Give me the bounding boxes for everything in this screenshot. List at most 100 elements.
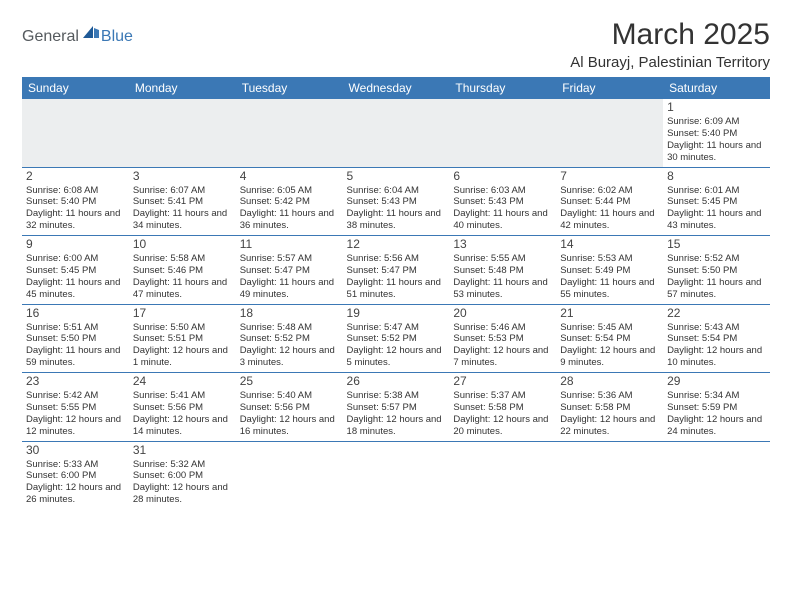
day-number: 28 (560, 374, 659, 389)
calendar-cell (129, 99, 236, 167)
calendar-cell: 14Sunrise: 5:53 AMSunset: 5:49 PMDayligh… (556, 236, 663, 305)
calendar-cell (663, 441, 770, 509)
brand-text-general: General (22, 28, 79, 46)
sunrise-text: Sunrise: 6:01 AM (667, 185, 766, 197)
sunrise-text: Sunrise: 6:04 AM (347, 185, 446, 197)
daylight-text: Daylight: 11 hours and 47 minutes. (133, 277, 232, 301)
calendar-cell: 21Sunrise: 5:45 AMSunset: 5:54 PMDayligh… (556, 304, 663, 373)
sunset-text: Sunset: 5:44 PM (560, 196, 659, 208)
calendar-cell: 4Sunrise: 6:05 AMSunset: 5:42 PMDaylight… (236, 167, 343, 236)
calendar-row: 16Sunrise: 5:51 AMSunset: 5:50 PMDayligh… (22, 304, 770, 373)
sunset-text: Sunset: 5:47 PM (240, 265, 339, 277)
calendar-cell: 17Sunrise: 5:50 AMSunset: 5:51 PMDayligh… (129, 304, 236, 373)
sunrise-text: Sunrise: 6:09 AM (667, 116, 766, 128)
sunset-text: Sunset: 5:52 PM (347, 333, 446, 345)
sunrise-text: Sunrise: 5:52 AM (667, 253, 766, 265)
daylight-text: Daylight: 11 hours and 40 minutes. (453, 208, 552, 232)
location-subtitle: Al Burayj, Palestinian Territory (570, 54, 770, 71)
calendar-cell: 25Sunrise: 5:40 AMSunset: 5:56 PMDayligh… (236, 373, 343, 442)
brand-sail-icon (83, 24, 99, 43)
daylight-text: Daylight: 12 hours and 24 minutes. (667, 414, 766, 438)
calendar-table: Sunday Monday Tuesday Wednesday Thursday… (22, 77, 770, 509)
sunrise-text: Sunrise: 5:46 AM (453, 322, 552, 334)
sunset-text: Sunset: 5:50 PM (26, 333, 125, 345)
sunrise-text: Sunrise: 5:41 AM (133, 390, 232, 402)
title-block: March 2025 Al Burayj, Palestinian Territ… (570, 18, 770, 71)
calendar-cell (556, 441, 663, 509)
weekday-header: Tuesday (236, 77, 343, 99)
daylight-text: Daylight: 11 hours and 34 minutes. (133, 208, 232, 232)
brand-logo: General Blue (22, 18, 133, 49)
calendar-cell: 5Sunrise: 6:04 AMSunset: 5:43 PMDaylight… (343, 167, 450, 236)
day-number: 19 (347, 306, 446, 321)
sunrise-text: Sunrise: 5:37 AM (453, 390, 552, 402)
daylight-text: Daylight: 11 hours and 45 minutes. (26, 277, 125, 301)
sunset-text: Sunset: 5:53 PM (453, 333, 552, 345)
day-number: 4 (240, 169, 339, 184)
day-number: 20 (453, 306, 552, 321)
sunrise-text: Sunrise: 5:57 AM (240, 253, 339, 265)
daylight-text: Daylight: 11 hours and 51 minutes. (347, 277, 446, 301)
sunrise-text: Sunrise: 5:33 AM (26, 459, 125, 471)
calendar-cell: 27Sunrise: 5:37 AMSunset: 5:58 PMDayligh… (449, 373, 556, 442)
calendar-cell: 1Sunrise: 6:09 AMSunset: 5:40 PMDaylight… (663, 99, 770, 167)
daylight-text: Daylight: 12 hours and 12 minutes. (26, 414, 125, 438)
day-number: 17 (133, 306, 232, 321)
calendar-row: 2Sunrise: 6:08 AMSunset: 5:40 PMDaylight… (22, 167, 770, 236)
sunset-text: Sunset: 5:46 PM (133, 265, 232, 277)
calendar-cell: 6Sunrise: 6:03 AMSunset: 5:43 PMDaylight… (449, 167, 556, 236)
calendar-cell (236, 441, 343, 509)
calendar-cell (236, 99, 343, 167)
sunrise-text: Sunrise: 5:40 AM (240, 390, 339, 402)
calendar-row: 23Sunrise: 5:42 AMSunset: 5:55 PMDayligh… (22, 373, 770, 442)
brand-text-blue: Blue (101, 28, 133, 46)
sunset-text: Sunset: 5:50 PM (667, 265, 766, 277)
sunset-text: Sunset: 5:41 PM (133, 196, 232, 208)
daylight-text: Daylight: 11 hours and 43 minutes. (667, 208, 766, 232)
daylight-text: Daylight: 11 hours and 49 minutes. (240, 277, 339, 301)
sunset-text: Sunset: 6:00 PM (133, 470, 232, 482)
sunrise-text: Sunrise: 6:05 AM (240, 185, 339, 197)
sunrise-text: Sunrise: 5:53 AM (560, 253, 659, 265)
daylight-text: Daylight: 11 hours and 30 minutes. (667, 140, 766, 164)
daylight-text: Daylight: 11 hours and 32 minutes. (26, 208, 125, 232)
day-number: 1 (667, 100, 766, 115)
calendar-cell: 19Sunrise: 5:47 AMSunset: 5:52 PMDayligh… (343, 304, 450, 373)
day-number: 11 (240, 237, 339, 252)
calendar-cell: 23Sunrise: 5:42 AMSunset: 5:55 PMDayligh… (22, 373, 129, 442)
sunset-text: Sunset: 5:40 PM (667, 128, 766, 140)
calendar-cell: 29Sunrise: 5:34 AMSunset: 5:59 PMDayligh… (663, 373, 770, 442)
sunset-text: Sunset: 5:59 PM (667, 402, 766, 414)
daylight-text: Daylight: 12 hours and 16 minutes. (240, 414, 339, 438)
calendar-cell: 28Sunrise: 5:36 AMSunset: 5:58 PMDayligh… (556, 373, 663, 442)
sunrise-text: Sunrise: 6:03 AM (453, 185, 552, 197)
daylight-text: Daylight: 11 hours and 42 minutes. (560, 208, 659, 232)
calendar-cell (449, 441, 556, 509)
sunrise-text: Sunrise: 5:43 AM (667, 322, 766, 334)
day-number: 13 (453, 237, 552, 252)
sunset-text: Sunset: 5:58 PM (453, 402, 552, 414)
sunrise-text: Sunrise: 5:38 AM (347, 390, 446, 402)
day-number: 31 (133, 443, 232, 458)
sunset-text: Sunset: 5:48 PM (453, 265, 552, 277)
sunset-text: Sunset: 5:43 PM (453, 196, 552, 208)
day-number: 26 (347, 374, 446, 389)
calendar-cell: 16Sunrise: 5:51 AMSunset: 5:50 PMDayligh… (22, 304, 129, 373)
weekday-header: Friday (556, 77, 663, 99)
sunrise-text: Sunrise: 5:32 AM (133, 459, 232, 471)
calendar-cell (343, 99, 450, 167)
sunset-text: Sunset: 5:45 PM (26, 265, 125, 277)
sunrise-text: Sunrise: 6:02 AM (560, 185, 659, 197)
daylight-text: Daylight: 12 hours and 20 minutes. (453, 414, 552, 438)
day-number: 10 (133, 237, 232, 252)
weekday-header: Sunday (22, 77, 129, 99)
page-header: General Blue March 2025 Al Burayj, Pales… (22, 18, 770, 71)
daylight-text: Daylight: 12 hours and 22 minutes. (560, 414, 659, 438)
weekday-header: Saturday (663, 77, 770, 99)
daylight-text: Daylight: 12 hours and 18 minutes. (347, 414, 446, 438)
daylight-text: Daylight: 11 hours and 36 minutes. (240, 208, 339, 232)
sunrise-text: Sunrise: 5:34 AM (667, 390, 766, 402)
sunset-text: Sunset: 5:52 PM (240, 333, 339, 345)
calendar-cell: 8Sunrise: 6:01 AMSunset: 5:45 PMDaylight… (663, 167, 770, 236)
sunset-text: Sunset: 5:49 PM (560, 265, 659, 277)
